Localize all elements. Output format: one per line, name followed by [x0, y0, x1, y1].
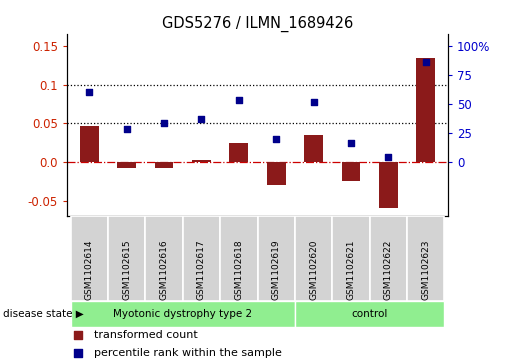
Text: GSM1102623: GSM1102623 — [421, 239, 430, 299]
Point — [347, 140, 355, 146]
Point — [235, 97, 243, 103]
Point — [85, 90, 94, 95]
Text: GSM1102617: GSM1102617 — [197, 239, 206, 299]
Text: disease state ▶: disease state ▶ — [3, 309, 83, 319]
FancyBboxPatch shape — [183, 216, 220, 301]
Bar — [267, 162, 285, 185]
Point — [310, 99, 318, 105]
Bar — [192, 160, 211, 162]
Title: GDS5276 / ILMN_1689426: GDS5276 / ILMN_1689426 — [162, 16, 353, 32]
FancyBboxPatch shape — [220, 216, 258, 301]
FancyBboxPatch shape — [407, 216, 444, 301]
Text: Myotonic dystrophy type 2: Myotonic dystrophy type 2 — [113, 309, 252, 319]
Point — [160, 121, 168, 126]
Text: GSM1102621: GSM1102621 — [347, 239, 355, 299]
FancyBboxPatch shape — [71, 301, 295, 327]
Text: GSM1102618: GSM1102618 — [234, 239, 243, 299]
Bar — [154, 162, 174, 168]
Bar — [80, 126, 99, 162]
Text: GSM1102619: GSM1102619 — [272, 239, 281, 299]
FancyBboxPatch shape — [370, 216, 407, 301]
Point — [74, 332, 82, 338]
Text: GSM1102620: GSM1102620 — [309, 239, 318, 299]
Point — [384, 154, 392, 159]
Bar — [304, 135, 323, 162]
FancyBboxPatch shape — [258, 216, 295, 301]
Point — [197, 117, 205, 122]
FancyBboxPatch shape — [295, 301, 444, 327]
FancyBboxPatch shape — [145, 216, 183, 301]
Point — [123, 126, 131, 132]
Bar — [379, 162, 398, 208]
Point — [74, 350, 82, 356]
FancyBboxPatch shape — [295, 216, 332, 301]
Text: GSM1102615: GSM1102615 — [122, 239, 131, 299]
Bar — [341, 162, 360, 181]
Text: transformed count: transformed count — [94, 330, 197, 340]
Point — [421, 58, 430, 64]
FancyBboxPatch shape — [108, 216, 145, 301]
FancyBboxPatch shape — [71, 216, 108, 301]
Text: GSM1102616: GSM1102616 — [160, 239, 168, 299]
Bar — [416, 58, 435, 162]
FancyBboxPatch shape — [332, 216, 370, 301]
Text: GSM1102622: GSM1102622 — [384, 239, 393, 299]
Text: control: control — [351, 309, 388, 319]
Bar — [230, 143, 248, 162]
Text: percentile rank within the sample: percentile rank within the sample — [94, 348, 282, 358]
Bar — [117, 162, 136, 168]
Point — [272, 136, 280, 142]
Text: GSM1102614: GSM1102614 — [85, 239, 94, 299]
